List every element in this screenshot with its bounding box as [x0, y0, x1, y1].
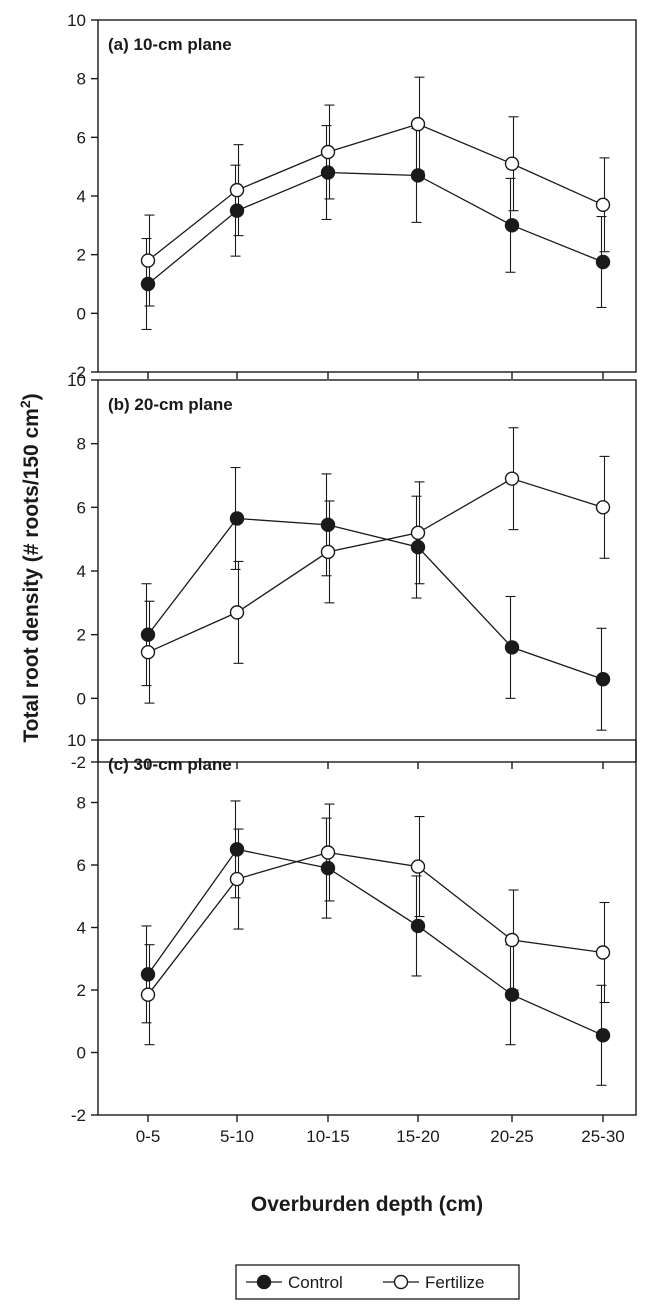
data-point-fertilize	[322, 146, 335, 159]
y-tick-label: 6	[77, 856, 86, 875]
legend: Control Fertilize	[236, 1265, 519, 1299]
data-point-fertilize	[142, 988, 155, 1001]
y-tick-label: 4	[77, 562, 86, 581]
legend-marker-fertilize	[395, 1276, 408, 1289]
x-tick-label: 10-15	[306, 1127, 349, 1146]
data-point-fertilize	[142, 254, 155, 267]
data-point-fertilize	[506, 157, 519, 170]
y-tick-label: 6	[77, 498, 86, 517]
y-tick-label: 0	[77, 304, 86, 323]
series-line-fertilize	[148, 853, 603, 995]
data-point-fertilize	[412, 526, 425, 539]
data-point-control	[597, 256, 610, 269]
data-point-control	[412, 919, 425, 932]
panel-title: (b) 20-cm plane	[108, 395, 233, 414]
legend-label-fertilize: Fertilize	[425, 1273, 485, 1292]
series-line-fertilize	[148, 479, 603, 652]
data-point-control	[231, 512, 244, 525]
y-tick-label: 2	[77, 981, 86, 1000]
data-point-fertilize	[142, 646, 155, 659]
data-point-fertilize	[506, 472, 519, 485]
data-point-control	[322, 166, 335, 179]
data-point-fertilize	[412, 118, 425, 131]
data-point-control	[142, 968, 155, 981]
panel-title: (a) 10-cm plane	[108, 35, 232, 54]
panel-2: -2 0 2 4 6 8 10 (b) 20-cm plane	[67, 371, 636, 772]
y-tick-label: 2	[77, 626, 86, 645]
plot-frame	[98, 20, 636, 372]
data-point-fertilize	[322, 545, 335, 558]
plot-frame	[98, 740, 636, 1115]
data-point-control	[231, 204, 244, 217]
data-point-control	[597, 1029, 610, 1042]
data-point-fertilize	[231, 873, 244, 886]
data-point-control	[142, 278, 155, 291]
data-point-control	[412, 541, 425, 554]
data-point-control	[231, 843, 244, 856]
x-tick-label: 20-25	[490, 1127, 533, 1146]
legend-label-control: Control	[288, 1273, 343, 1292]
y-tick-label: 2	[77, 246, 86, 265]
y-tick-label: 6	[77, 128, 86, 147]
y-axis-title: Total root density (# roots/150 cm2)	[17, 393, 43, 742]
data-point-fertilize	[412, 860, 425, 873]
y-tick-label: 0	[77, 1044, 86, 1063]
x-tick-label: 25-30	[581, 1127, 624, 1146]
y-tick-label: 8	[77, 435, 86, 454]
y-tick-label: 10	[67, 731, 86, 750]
y-tick-label: 8	[77, 70, 86, 89]
data-point-control	[506, 641, 519, 654]
y-tick-label: 8	[77, 794, 86, 813]
x-tick-label: 0-5	[136, 1127, 161, 1146]
x-tick-label: 15-20	[396, 1127, 439, 1146]
data-point-fertilize	[322, 846, 335, 859]
y-tick-label: 4	[77, 187, 86, 206]
series-line-control	[148, 518, 603, 679]
data-point-control	[506, 988, 519, 1001]
x-axis-title: Overburden depth (cm)	[251, 1193, 483, 1216]
data-point-control	[506, 219, 519, 232]
legend-marker-control	[258, 1276, 271, 1289]
series-line-control	[148, 173, 603, 284]
data-point-control	[322, 862, 335, 875]
panel-title: (c) 30-cm plane	[108, 755, 232, 774]
data-point-control	[322, 518, 335, 531]
series-line-fertilize	[148, 124, 603, 260]
y-tick-label: 10	[67, 371, 86, 390]
data-point-fertilize	[597, 501, 610, 514]
y-tick-label: -2	[71, 753, 86, 772]
series-line-control	[148, 849, 603, 1035]
panel-3: -2 0 2 4 6 8 10 (c) 30-cm plane	[67, 731, 636, 1125]
data-point-control	[412, 169, 425, 182]
data-point-fertilize	[597, 946, 610, 959]
data-point-fertilize	[506, 934, 519, 947]
data-point-fertilize	[231, 606, 244, 619]
data-point-fertilize	[597, 198, 610, 211]
data-point-control	[142, 628, 155, 641]
plot-frame	[98, 380, 636, 762]
y-tick-label: 0	[77, 689, 86, 708]
data-point-control	[597, 673, 610, 686]
x-tick-label: 5-10	[220, 1127, 254, 1146]
y-tick-label: 4	[77, 919, 86, 938]
y-tick-label: 10	[67, 11, 86, 30]
data-point-fertilize	[231, 184, 244, 197]
y-tick-label: -2	[71, 1106, 86, 1125]
